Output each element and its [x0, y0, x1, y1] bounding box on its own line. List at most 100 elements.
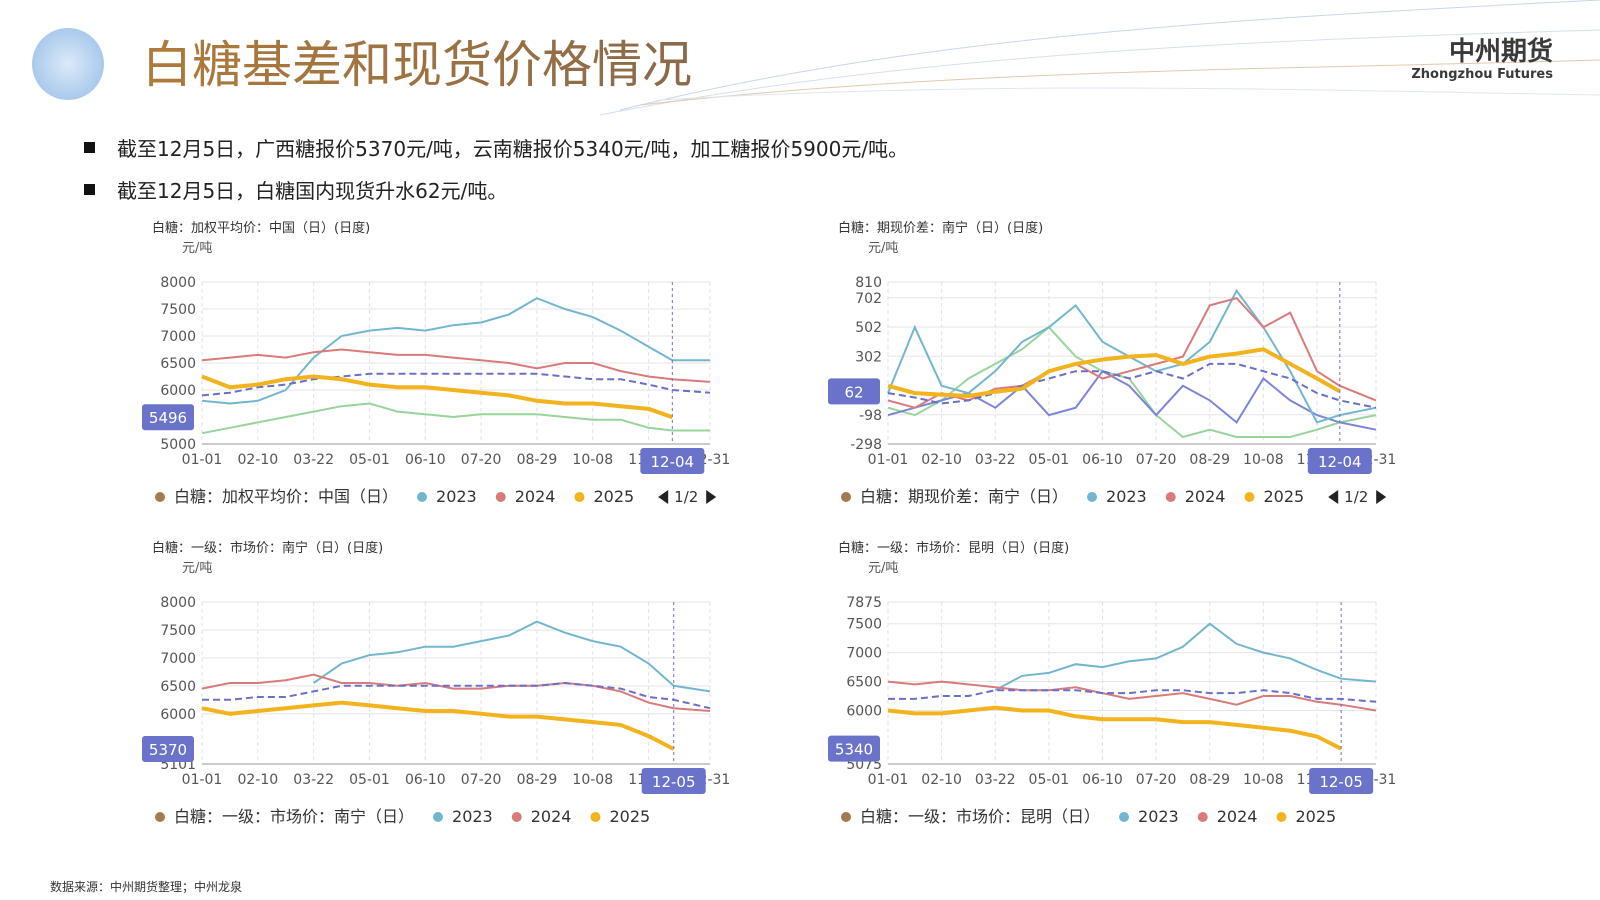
- x-tick-label: 02-10: [921, 772, 962, 788]
- legend-label: 2023: [436, 487, 477, 506]
- legend-prev: [658, 490, 669, 504]
- chart-panel: [140, 212, 740, 527]
- legend-marker: [1244, 492, 1255, 502]
- y-tick-label: -298: [850, 437, 882, 453]
- x-tick-label: 08-29: [517, 772, 558, 788]
- chart-title: 白糖：加权平均价：中国（日）(日度): [152, 220, 370, 236]
- y-tick-label: 7875: [846, 595, 882, 611]
- x-tick-label: 05-01: [349, 772, 390, 788]
- pointer-y-label: 5340: [835, 741, 873, 759]
- series-line: [887, 680, 1377, 712]
- pointer-x-box: [640, 448, 705, 474]
- series-line: [201, 374, 673, 420]
- y-tick-label: 502: [855, 320, 882, 336]
- legend-label: 2025: [609, 807, 650, 826]
- pointer-x-label: 12-04: [1318, 453, 1362, 471]
- pointer-x-box: [1309, 768, 1374, 794]
- legend-label: 2025: [1295, 807, 1336, 826]
- x-tick-label: 02-10: [921, 452, 962, 468]
- x-tick-label: 06-10: [1082, 772, 1123, 788]
- y-tick-label: -98: [859, 408, 882, 424]
- chart-panel: [140, 532, 740, 852]
- legend-label: 2024: [1217, 807, 1258, 826]
- y-unit: 元/吨: [868, 561, 898, 576]
- series-line: [201, 402, 710, 435]
- y-tick-label: 6000: [160, 383, 196, 399]
- pointer-y-box: [142, 735, 194, 762]
- x-tick-label: 01-01: [868, 452, 909, 468]
- logo-en: Zhongzhou Futures: [1411, 67, 1553, 82]
- x-tick-label: 06-10: [405, 452, 446, 468]
- y-tick-label: 7500: [160, 623, 196, 639]
- legend-marker: [1197, 812, 1208, 822]
- x-tick-label: 10-08: [572, 772, 613, 788]
- y-tick-label: 6000: [160, 707, 196, 723]
- y-tick-label: 810: [855, 275, 882, 291]
- series-line: [887, 705, 1343, 751]
- pointer-x-label: 12-04: [651, 453, 695, 471]
- legend-label: 2024: [531, 807, 572, 826]
- x-tick-label: 07-20: [461, 772, 502, 788]
- x-tick-label: 07-20: [1136, 772, 1177, 788]
- y-tick-label: 302: [855, 349, 882, 365]
- legend-marker: [417, 492, 428, 502]
- pointer-y-box: [828, 378, 880, 405]
- legend-marker: [1276, 812, 1287, 822]
- legend-marker: [1087, 492, 1098, 502]
- legend-next: [1376, 490, 1387, 504]
- x-tick-label: 08-29: [1189, 772, 1230, 788]
- y-tick-label: 7000: [160, 651, 196, 667]
- x-tick-label: 02-10: [237, 772, 278, 788]
- legend-marker: [574, 492, 585, 502]
- legend-label: 2023: [452, 807, 493, 826]
- series-line: [887, 347, 1341, 399]
- x-tick-label: 03-22: [293, 772, 334, 788]
- series-line: [201, 348, 711, 383]
- legend-next: [706, 490, 717, 504]
- pointer-y-box: [828, 735, 880, 762]
- x-tick-label: 06-10: [1082, 452, 1123, 468]
- pointer-x-label: 12-05: [1319, 773, 1363, 791]
- legend-label: 白糖：一级：市场价：昆明（日）: [860, 807, 1100, 826]
- legend-label: 2025: [593, 487, 634, 506]
- bullet: 截至12月5日，白糖国内现货升水62元/吨。: [117, 179, 507, 203]
- legend-marker: [1119, 812, 1130, 822]
- x-tick-label: 08-29: [517, 452, 558, 468]
- y-tick-label: 5000: [160, 437, 196, 453]
- source-note: 数据来源：中州期货整理；中州龙泉: [50, 879, 242, 894]
- legend-marker: [590, 812, 601, 822]
- x-tick-label: 07-20: [1136, 452, 1177, 468]
- chart-title: 白糖：一级：市场价：昆明（日）(日度): [838, 540, 1069, 556]
- series-line: [887, 362, 1377, 409]
- legend-page: 1/2: [1344, 488, 1368, 506]
- legend-marker: [1165, 492, 1176, 502]
- legend-label: 2023: [1106, 487, 1147, 506]
- pointer-x-box: [1307, 448, 1372, 474]
- chart-title: 白糖：期现价差：南宁（日）(日度): [838, 220, 1043, 236]
- x-tick-label: 06-10: [405, 772, 446, 788]
- x-tick-label: 02-10: [237, 452, 278, 468]
- x-tick-label: 10-08: [1243, 452, 1284, 468]
- y-unit: 元/吨: [182, 561, 212, 576]
- legend-label: 白糖：一级：市场价：南宁（日）: [174, 807, 414, 826]
- legend-label: 2025: [1263, 487, 1304, 506]
- y-unit: 元/吨: [182, 241, 212, 256]
- y-tick-label: 8000: [160, 275, 196, 291]
- pointer-y-label: 5370: [149, 741, 187, 759]
- y-tick-label: 7000: [160, 329, 196, 345]
- x-tick-label: 01-01: [868, 772, 909, 788]
- bullet: 截至12月5日，广西糖报价5370元/吨，云南糖报价5340元/吨，加工糖报价5…: [117, 137, 908, 161]
- y-tick-label: 702: [855, 291, 882, 307]
- series-line: [888, 689, 1377, 703]
- series-line: [202, 681, 711, 710]
- y-tick-label: 6500: [846, 675, 882, 691]
- legend-marker: [155, 492, 165, 502]
- logo-cn: 中州期货: [1449, 36, 1553, 67]
- series-line: [994, 622, 1377, 692]
- x-tick-label: 03-22: [293, 452, 334, 468]
- y-tick-label: 6500: [160, 356, 196, 372]
- y-tick-label: 6000: [846, 703, 882, 719]
- pointer-y-box: [142, 404, 194, 431]
- x-tick-label: 05-01: [349, 452, 390, 468]
